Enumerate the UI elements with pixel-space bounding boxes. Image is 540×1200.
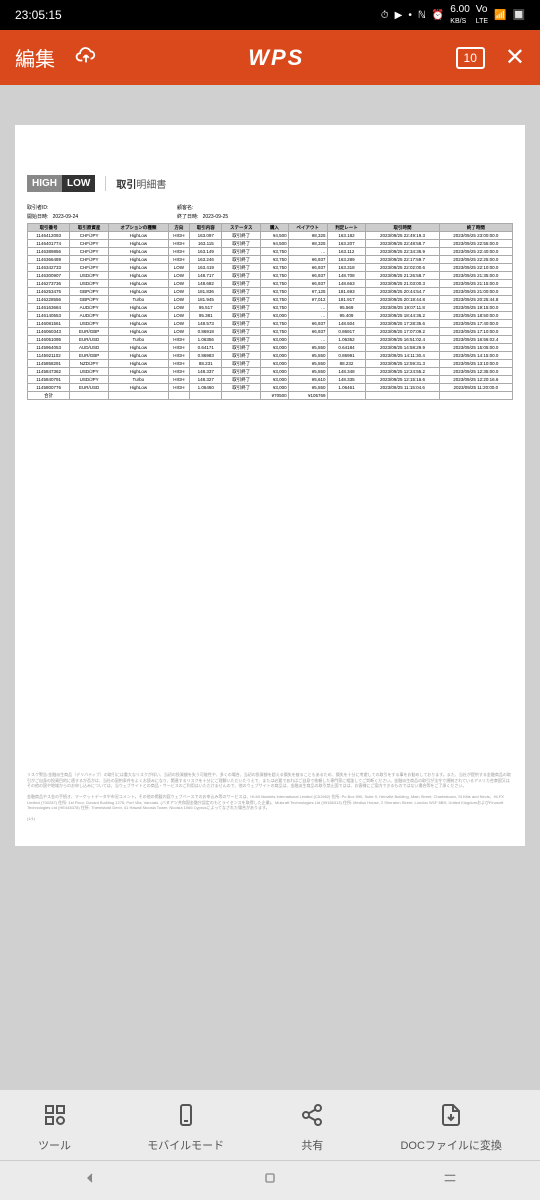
mobile-mode-button[interactable]: モバイルモード [147, 1103, 224, 1153]
table-row: 1146060343EUR/GBPHighLowLOW0.86918取引終了¥3… [28, 328, 513, 336]
share-button[interactable]: 共有 [300, 1103, 324, 1153]
table-row: 1146401774CHF/JPYHighLowHIGH163.115取引終了¥… [28, 240, 513, 248]
wps-logo: WPS [97, 45, 456, 71]
back-icon[interactable] [82, 1170, 98, 1191]
table-header: 判定レート [327, 224, 366, 232]
table-header: 取引内容 [190, 224, 222, 232]
alarm-icon: ⏰ [432, 10, 444, 21]
disclaimer: リスク警告:金融派生商品（デリバティブ）の取引には重大なリスクが伴い、当初の投資… [27, 772, 513, 826]
youtube-icon: ▶ [395, 10, 403, 21]
convert-button[interactable]: DOCファイルに変換 [400, 1103, 501, 1153]
table-header: 方向 [168, 224, 190, 232]
signal-icon: 📶 [494, 10, 506, 21]
meta-row-1: 取引者ID:顧客名: [27, 204, 513, 211]
table-row: 1146366489CHF/JPYHighLowHIGH163.246取引終了¥… [28, 256, 513, 264]
status-right: ⏱ ▶ • ℕ ⏰ 6.00KB/S VoLTE 📶 🔲 [381, 4, 525, 26]
table-row: 1146342733CHF/JPYHighLowLOW163.419取引終了¥3… [28, 264, 513, 272]
mobile-icon [174, 1103, 198, 1133]
table-row: 1146051095EUR/USDTurboHIGH1.06356取引終了¥3,… [28, 336, 513, 344]
table-total-row: 合計¥70500¥105769 [28, 392, 513, 400]
system-nav-bar [0, 1160, 540, 1200]
table-row: 1146412093CHF/JPYHighLowHIGH163.097取引終了¥… [28, 232, 513, 240]
table-row: 1146253475GBP/JPYHighLowLOW181.836取引終了¥3… [28, 288, 513, 296]
share-icon [300, 1103, 324, 1133]
table-header: 購入 [261, 224, 288, 232]
table-header: 取引番号 [28, 224, 70, 232]
net-speed: 6.00KB/S [450, 4, 469, 26]
tools-button[interactable]: ツール [38, 1103, 71, 1153]
nfc-icon: ℕ [418, 10, 426, 21]
dot-icon: • [408, 10, 412, 21]
table-row: 1146228556GBP/JPYTurboLOW181.945取引終了¥3,7… [28, 296, 513, 304]
table-header: 取引原資産 [70, 224, 109, 232]
status-bar: 23:05:15 ⏱ ▶ • ℕ ⏰ 6.00KB/S VoLTE 📶 🔲 [0, 0, 540, 30]
table-header: 終了時間 [439, 224, 512, 232]
meta-row-2: 開始日時: 2023-09-24 終了日時: 2023-09-25 [27, 213, 513, 220]
table-row: 1145840791USD/JPYTurboHIGH148.327取引終了¥3,… [28, 376, 513, 384]
highlow-logo: HIGHLOW [27, 175, 95, 192]
close-icon[interactable]: ✕ [505, 43, 525, 72]
bottom-toolbar: ツール モバイルモード 共有 DOCファイルに変換 [0, 1090, 540, 1160]
recent-icon[interactable] [442, 1170, 458, 1191]
table-header: ペイアウト [288, 224, 327, 232]
table-row: 1146163684AUD/JPYHighLowLOW95.517取引終了¥3,… [28, 304, 513, 312]
grid-icon [43, 1103, 67, 1133]
home-icon[interactable] [262, 1170, 278, 1191]
table-row: 1145800776EUR/USDHighLowHIGH1.06460取引終了¥… [28, 384, 513, 392]
doc-title: 取引明細書 [105, 176, 166, 191]
battery-icon: 🔲 [513, 10, 525, 21]
table-row: 1146081561USD/JPYHighLowLOW148.573取引終了¥3… [28, 320, 513, 328]
edit-button[interactable]: 編集 [15, 43, 55, 72]
page-indicator[interactable]: 10 [456, 47, 485, 69]
document-area[interactable]: HIGHLOW 取引明細書 取引者ID:顧客名: 開始日時: 2023-09-2… [0, 85, 540, 1090]
table-row: 1146300907USD/JPYHighLowLOW148.717取引終了¥3… [28, 272, 513, 280]
table-row: 1145921102EUR/GBPHighLowHIGH0.86983取引終了¥… [28, 352, 513, 360]
clock-icon: ⏱ [381, 10, 389, 21]
table-row: 1146389856CHF/JPYHighLowHIGH163.149取引終了¥… [28, 248, 513, 256]
status-time: 23:05:15 [15, 8, 381, 22]
transaction-table: 取引番号取引原資産オプションの種類方向取引内容ステータス購入ペイアウト判定レート… [27, 223, 513, 400]
table-row: 1146140553AUD/JPYHighLowLOW95.381取引終了¥3,… [28, 312, 513, 320]
table-row: 1145964053AUD/USDHighLowHIGH0.64171取引終了¥… [28, 344, 513, 352]
table-row: 1145858291NZD/JPYHighLowHIGH88.231取引終了¥3… [28, 360, 513, 368]
document-page: HIGHLOW 取引明細書 取引者ID:顧客名: 開始日時: 2023-09-2… [15, 125, 525, 846]
doc-download-icon [439, 1103, 463, 1133]
cloud-upload-icon[interactable] [75, 44, 97, 72]
app-header: 編集 WPS 10 ✕ [0, 30, 540, 85]
table-header: 取引時間 [366, 224, 439, 232]
table-row: 1146273736USD/JPYHighLowLOW148.682取引終了¥3… [28, 280, 513, 288]
table-header: ステータス [222, 224, 261, 232]
table-header: オプションの種類 [109, 224, 168, 232]
table-row: 1145847362USD/JPYHighLowHIGH148.337取引終了¥… [28, 368, 513, 376]
volte-icon: VoLTE [476, 4, 488, 26]
